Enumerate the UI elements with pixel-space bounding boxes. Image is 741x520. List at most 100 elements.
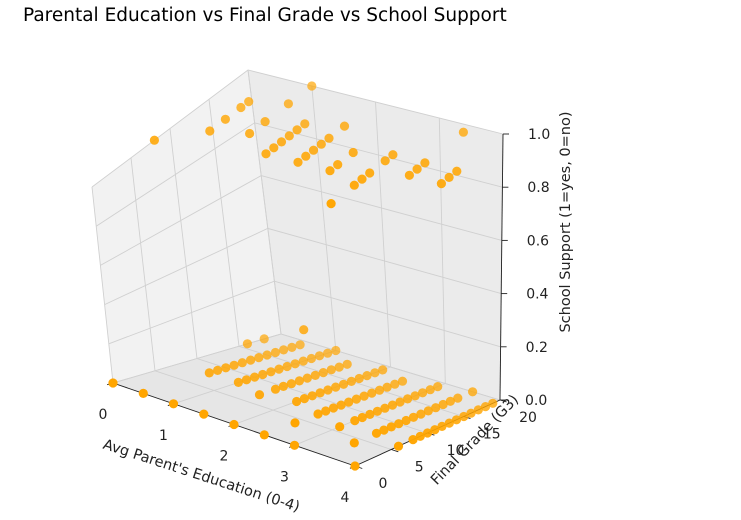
data-point — [372, 406, 382, 416]
data-point — [331, 382, 341, 392]
data-point — [149, 135, 159, 145]
data-point — [444, 172, 454, 182]
data-point — [344, 397, 354, 407]
data-point — [307, 391, 317, 401]
data-point — [386, 422, 396, 432]
data-point — [237, 358, 247, 368]
data-point — [328, 403, 338, 413]
chart-title: Parental Education vs Final Grade vs Sch… — [23, 5, 507, 26]
data-point — [229, 419, 239, 430]
grid-line-z — [100, 175, 502, 266]
data-point — [458, 127, 468, 137]
data-point — [279, 345, 289, 355]
data-point — [323, 348, 333, 358]
data-point — [293, 157, 303, 167]
data-point — [310, 370, 320, 380]
data-point — [423, 406, 433, 416]
tick-labels: 0 1 2 3 4 0 5 10 15 200.0 0.2 0.4 0.6 0.8 1.0 — [99, 127, 551, 506]
data-point — [325, 166, 335, 176]
data-point — [473, 405, 483, 415]
data-point — [315, 388, 325, 398]
data-point — [370, 368, 380, 378]
data-point — [351, 394, 361, 404]
data-point — [415, 431, 425, 441]
data-point — [453, 393, 463, 403]
data-point — [299, 394, 309, 404]
data-point — [242, 339, 252, 349]
data-point — [331, 345, 341, 356]
data-point — [401, 415, 411, 426]
data-point — [393, 441, 404, 451]
data-point — [379, 425, 389, 435]
data-point — [300, 119, 310, 129]
data-point — [395, 397, 405, 407]
data-point — [410, 391, 420, 401]
y-tick-label: 10 — [447, 443, 465, 459]
data-point — [290, 359, 300, 369]
data-point — [437, 421, 447, 431]
data-point — [451, 415, 462, 425]
data-point — [362, 371, 372, 381]
data-point — [282, 361, 292, 372]
data-point — [335, 422, 345, 432]
z-tick-label: 0.4 — [526, 287, 548, 303]
data-point — [408, 435, 418, 445]
data-point — [350, 461, 360, 471]
data-point — [294, 376, 304, 386]
data-point — [438, 399, 448, 410]
y-tick-label: 15 — [483, 427, 501, 443]
data-point — [452, 166, 462, 176]
data-point — [408, 412, 419, 422]
data-point — [307, 81, 317, 91]
data-point — [316, 139, 326, 149]
data-point — [236, 102, 246, 113]
data-point — [278, 381, 288, 391]
data-point — [468, 387, 478, 397]
z-tick-label: 0.2 — [526, 340, 548, 356]
data-point — [342, 359, 352, 369]
data-point — [286, 379, 296, 389]
data-point — [295, 340, 305, 350]
data-point — [349, 180, 359, 190]
data-point — [261, 149, 271, 159]
data-point — [390, 379, 400, 389]
data-point — [374, 385, 385, 395]
data-point — [326, 199, 336, 209]
data-point — [284, 131, 294, 141]
data-point — [430, 425, 440, 435]
data-point — [394, 419, 404, 429]
data-point — [333, 160, 343, 170]
data-point — [354, 373, 364, 384]
data-point — [436, 179, 446, 189]
data-point — [229, 360, 239, 370]
data-point — [274, 364, 284, 374]
data-point — [365, 409, 375, 419]
y-tick-label: 20 — [519, 410, 537, 426]
data-point — [260, 117, 270, 127]
data-point — [292, 125, 302, 135]
y-tick-label: 0 — [379, 476, 388, 492]
z-tick-label: 0.8 — [527, 180, 549, 196]
data-point — [266, 367, 276, 377]
data-point — [302, 373, 312, 383]
data-point — [349, 438, 359, 448]
data-point — [444, 418, 454, 428]
data-point — [241, 375, 252, 385]
data-point — [262, 350, 272, 360]
data-point — [321, 406, 331, 416]
data-point — [318, 368, 328, 378]
data-point — [425, 385, 435, 395]
data-point — [259, 430, 269, 440]
data-points — [108, 81, 498, 471]
data-point — [269, 143, 279, 153]
data-point — [412, 164, 422, 174]
data-point — [245, 128, 255, 139]
data-point — [324, 133, 334, 143]
data-point — [382, 382, 392, 392]
data-point — [221, 363, 231, 373]
data-point — [388, 150, 398, 160]
grid-line-z — [112, 333, 501, 401]
data-point — [378, 365, 388, 375]
data-point — [459, 411, 469, 422]
y-tick-label: 5 — [415, 460, 424, 476]
